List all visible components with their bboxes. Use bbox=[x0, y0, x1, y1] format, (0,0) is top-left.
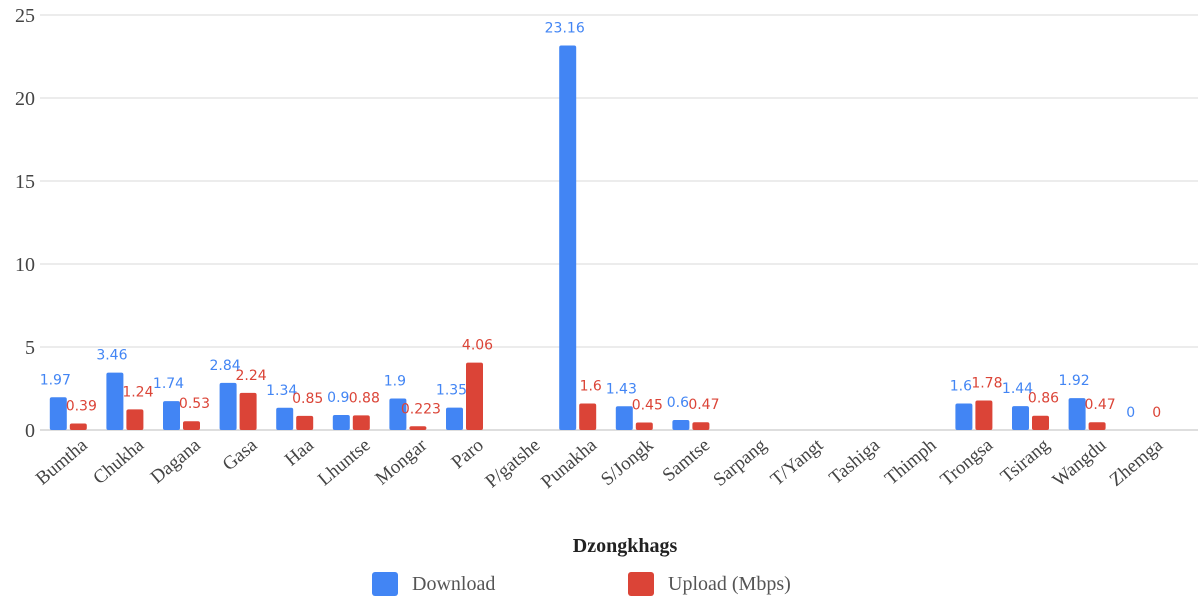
legend-swatch-download bbox=[372, 572, 398, 596]
data-label-download: 1.97 bbox=[40, 372, 71, 388]
y-tick-label: 5 bbox=[25, 337, 35, 359]
x-tick-label: Gasa bbox=[219, 434, 262, 475]
x-tick-label: Trongsa bbox=[936, 434, 997, 490]
data-label-upload: 4.06 bbox=[462, 338, 493, 354]
bar-upload bbox=[352, 415, 370, 430]
x-tick-label: Tsirang bbox=[997, 434, 1054, 487]
data-label-download: 2.84 bbox=[210, 358, 241, 374]
x-tick-label: S/Jongk bbox=[597, 434, 658, 490]
data-label-download: 1.34 bbox=[266, 383, 297, 399]
x-tick-label: Sarpang bbox=[710, 434, 772, 490]
data-label-download: 0.9 bbox=[327, 390, 349, 406]
data-label-download: 1.6 bbox=[950, 378, 972, 394]
data-labels: 1.97 0.39 3.46 1.241.74 0.53 2.842.241.340.85… bbox=[40, 21, 1161, 421]
x-tick-label: Zhemga bbox=[1106, 434, 1168, 490]
legend-swatch-upload bbox=[628, 572, 654, 596]
x-tick-label: Mongar bbox=[372, 434, 432, 489]
bar-download bbox=[276, 407, 294, 430]
data-label-download: 1.92 bbox=[1059, 373, 1090, 389]
bar-upload bbox=[239, 392, 257, 430]
data-label-download: 1.9 bbox=[384, 373, 406, 389]
data-label-upload: 1.6 bbox=[580, 378, 602, 394]
data-label-upload: 0.53 bbox=[179, 396, 210, 412]
bars bbox=[49, 45, 1106, 430]
data-label-upload: 0.223 bbox=[401, 401, 441, 417]
bar-upload bbox=[409, 426, 427, 430]
bar-download bbox=[559, 45, 577, 430]
data-label-upload: 0.86 bbox=[1028, 391, 1059, 407]
data-label-download: 23.16 bbox=[545, 21, 585, 37]
data-label-download: 0 bbox=[1126, 405, 1135, 421]
x-tick-label: Wangdu bbox=[1049, 434, 1111, 491]
x-tick-label: Chukha bbox=[89, 434, 148, 488]
legend: Download Upload (Mbps) bbox=[0, 568, 1198, 600]
data-label-upload: 0.39 bbox=[66, 399, 97, 415]
data-label-download: 1.43 bbox=[606, 381, 637, 397]
bar-download bbox=[163, 401, 180, 430]
bar-download bbox=[332, 415, 350, 430]
data-label-upload: 1.24 bbox=[122, 384, 153, 400]
bar-upload bbox=[1088, 422, 1106, 430]
bar-upload bbox=[692, 422, 710, 430]
data-label-download: 1.35 bbox=[436, 383, 467, 399]
bar-upload bbox=[183, 421, 200, 430]
x-tick-label: T/Yangt bbox=[767, 434, 828, 490]
data-label-upload: 1.78 bbox=[971, 375, 1002, 391]
x-tick-label: Dagana bbox=[147, 434, 205, 488]
bar-upload bbox=[466, 362, 483, 430]
legend-item-download[interactable]: Download bbox=[372, 568, 495, 600]
bar-download bbox=[49, 397, 67, 430]
bar-download bbox=[106, 372, 124, 430]
data-label-upload: 0 bbox=[1152, 405, 1161, 421]
data-label-download: 3.46 bbox=[96, 348, 127, 364]
bar-download bbox=[1012, 406, 1029, 430]
bar-download bbox=[615, 406, 633, 430]
legend-label-download: Download bbox=[412, 572, 496, 595]
x-tick-label: P/gatshe bbox=[481, 435, 544, 492]
bar-download bbox=[1068, 398, 1086, 430]
x-tick-label: Paro bbox=[448, 435, 488, 473]
x-tick-label: Bumtha bbox=[32, 434, 92, 489]
data-label-upload: 0.47 bbox=[688, 397, 719, 413]
y-axis-ticks: 0 5 10 15 20 25 bbox=[15, 5, 35, 442]
x-tick-label: Samtse bbox=[659, 435, 715, 486]
bar-upload bbox=[635, 422, 653, 430]
bar-download bbox=[955, 403, 973, 430]
legend-label-upload: Upload (Mbps) bbox=[668, 572, 791, 595]
data-label-upload: 0.45 bbox=[632, 398, 663, 414]
x-tick-label: Tashiga bbox=[825, 434, 884, 488]
data-label-download: 1.44 bbox=[1002, 381, 1033, 397]
y-tick-label: 0 bbox=[25, 420, 35, 442]
bar-upload bbox=[296, 415, 314, 430]
bar-download bbox=[446, 407, 463, 430]
data-label-upload: 2.24 bbox=[236, 368, 267, 384]
gridlines bbox=[40, 14, 1198, 431]
data-label-upload: 0.85 bbox=[292, 391, 323, 407]
y-tick-label: 15 bbox=[15, 171, 35, 193]
x-tick-label: Haa bbox=[281, 434, 318, 470]
data-label-upload: 0.88 bbox=[349, 390, 380, 406]
bar-upload bbox=[126, 409, 144, 430]
data-label-download: 0.6 bbox=[667, 395, 689, 411]
bar-download bbox=[672, 420, 690, 430]
y-tick-label: 10 bbox=[15, 254, 35, 276]
bar-upload bbox=[975, 400, 993, 430]
bar-upload bbox=[69, 423, 87, 430]
bar-upload bbox=[579, 403, 597, 430]
legend-item-upload[interactable]: Upload (Mbps) bbox=[628, 568, 791, 600]
bar-upload bbox=[1032, 415, 1049, 430]
x-tick-label: Thimph bbox=[881, 434, 941, 489]
x-tick-label: Punakha bbox=[537, 434, 601, 493]
x-tick-label: Lhuntse bbox=[314, 435, 374, 490]
y-tick-label: 25 bbox=[15, 5, 35, 27]
bar-download bbox=[389, 398, 407, 430]
y-tick-label: 20 bbox=[15, 88, 35, 110]
data-label-download: 1.74 bbox=[153, 376, 184, 392]
data-label-upload: 0.47 bbox=[1085, 397, 1116, 413]
x-axis-title: Dzongkhags bbox=[573, 535, 678, 557]
bar-download bbox=[219, 382, 237, 430]
